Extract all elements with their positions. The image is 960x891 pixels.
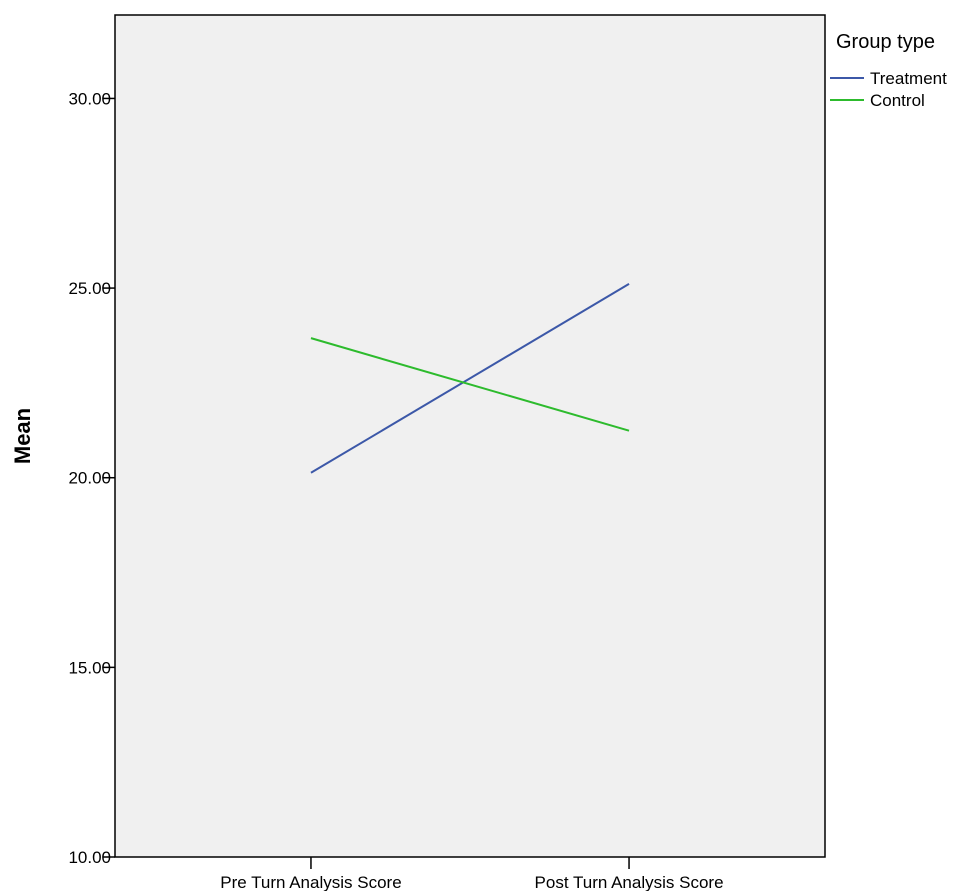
legend: Group type Treatment Control — [830, 31, 947, 110]
y-tick-label: 10.00 — [68, 848, 111, 867]
y-tick-label: 20.00 — [68, 469, 111, 488]
x-axis: Pre Turn Analysis Score Post Turn Analysi… — [220, 857, 724, 891]
y-axis-title: Mean — [10, 408, 35, 464]
legend-title: Group type — [836, 31, 935, 53]
series-layer — [310, 283, 630, 474]
series-line-control — [310, 337, 630, 432]
y-tick-label: 30.00 — [68, 89, 111, 108]
y-axis: 10.00 15.00 20.00 25.00 30.00 — [68, 89, 115, 867]
legend-label-treatment: Treatment — [870, 69, 947, 88]
y-tick-label: 25.00 — [68, 279, 111, 298]
plot-frame — [114, 14, 826, 858]
series-line-treatment — [310, 283, 630, 474]
x-tick-label: Post Turn Analysis Score — [535, 873, 724, 891]
x-tick-label: Pre Turn Analysis Score — [220, 873, 401, 891]
legend-label-control: Control — [870, 91, 925, 110]
plot-area — [115, 15, 825, 857]
y-tick-label: 15.00 — [68, 658, 111, 677]
